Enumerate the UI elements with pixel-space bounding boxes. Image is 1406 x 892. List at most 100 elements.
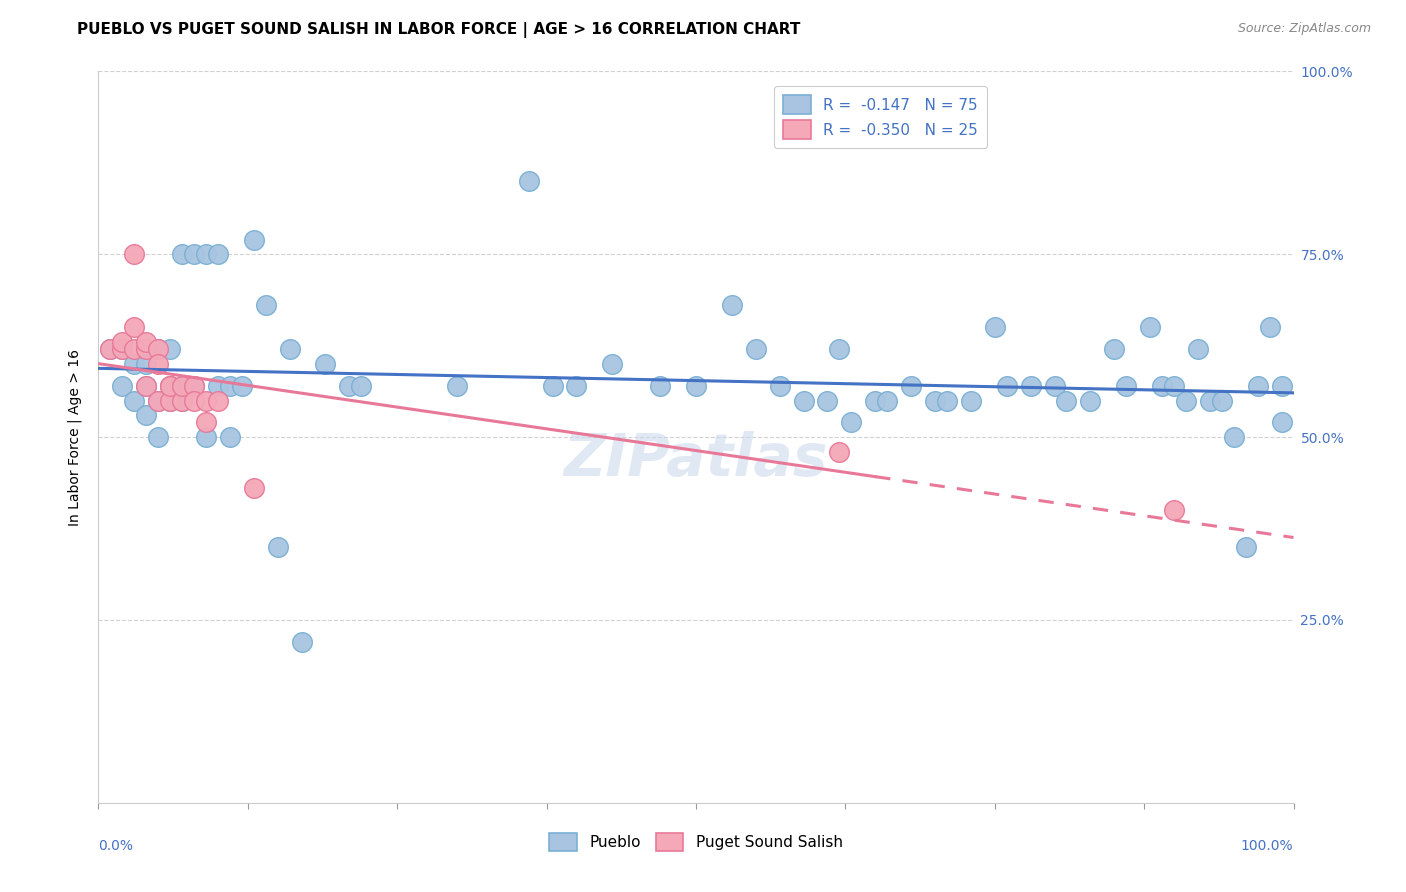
Point [1163, 379, 1185, 393]
Point [793, 393, 815, 408]
Point [1187, 343, 1209, 357]
Point [254, 298, 277, 312]
Point [1043, 379, 1066, 393]
Point [111, 379, 134, 393]
Text: ZIPatlas: ZIPatlas [564, 431, 828, 488]
Point [1271, 416, 1294, 430]
Point [1223, 430, 1246, 444]
Point [960, 393, 983, 408]
Point [231, 379, 253, 393]
Text: PUEBLO VS PUGET SOUND SALISH IN LABOR FORCE | AGE > 16 CORRELATION CHART: PUEBLO VS PUGET SOUND SALISH IN LABOR FO… [77, 22, 800, 38]
Point [135, 379, 157, 393]
Point [1211, 393, 1233, 408]
Point [111, 343, 134, 357]
Point [135, 357, 157, 371]
Point [721, 298, 744, 312]
Text: Source: ZipAtlas.com: Source: ZipAtlas.com [1237, 22, 1371, 36]
Point [183, 379, 205, 393]
Point [135, 379, 157, 393]
Point [124, 393, 146, 408]
Point [135, 408, 157, 422]
Point [135, 334, 157, 349]
Point [446, 379, 468, 393]
Point [1019, 379, 1042, 393]
Point [195, 416, 218, 430]
Y-axis label: In Labor Force | Age > 16: In Labor Force | Age > 16 [67, 349, 83, 525]
Point [172, 379, 194, 393]
Point [828, 444, 851, 458]
Point [1115, 379, 1137, 393]
Point [768, 379, 790, 393]
Point [159, 393, 181, 408]
Point [841, 416, 863, 430]
Point [1234, 540, 1257, 554]
Point [148, 393, 170, 408]
Point [124, 343, 146, 357]
Point [124, 320, 146, 334]
Point [1152, 379, 1174, 393]
Point [1258, 320, 1281, 334]
Point [685, 379, 707, 393]
Point [745, 343, 768, 357]
Point [207, 393, 229, 408]
Point [243, 233, 266, 247]
Point [1247, 379, 1270, 393]
Point [135, 343, 157, 357]
Point [159, 379, 181, 393]
Point [124, 247, 146, 261]
Point [1139, 320, 1161, 334]
Point [565, 379, 588, 393]
Point [183, 393, 205, 408]
Point [815, 393, 838, 408]
Point [876, 393, 898, 408]
Point [648, 379, 672, 393]
Text: 0.0%: 0.0% [98, 839, 134, 854]
Point [98, 343, 122, 357]
Point [148, 357, 170, 371]
Point [159, 379, 181, 393]
Point [984, 320, 1007, 334]
Point [1199, 393, 1222, 408]
Point [900, 379, 922, 393]
Point [207, 247, 229, 261]
Point [172, 247, 194, 261]
Point [865, 393, 887, 408]
Point [195, 430, 218, 444]
Point [98, 343, 122, 357]
Point [339, 379, 361, 393]
Point [111, 343, 134, 357]
Text: 100.0%: 100.0% [1241, 839, 1294, 854]
Point [1080, 393, 1102, 408]
Point [219, 430, 242, 444]
Point [219, 379, 242, 393]
Point [159, 379, 181, 393]
Point [172, 393, 194, 408]
Point [541, 379, 564, 393]
Point [828, 343, 851, 357]
Point [243, 481, 266, 495]
Point [148, 343, 170, 357]
Point [172, 379, 194, 393]
Point [278, 343, 301, 357]
Point [315, 357, 337, 371]
Point [1271, 379, 1294, 393]
Point [267, 540, 290, 554]
Point [1104, 343, 1126, 357]
Point [148, 393, 170, 408]
Point [1175, 393, 1198, 408]
Point [602, 357, 624, 371]
Point [207, 379, 229, 393]
Point [148, 430, 170, 444]
Point [936, 393, 959, 408]
Point [924, 393, 946, 408]
Point [111, 334, 134, 349]
Point [517, 174, 540, 188]
Point [159, 343, 181, 357]
Point [159, 393, 181, 408]
Point [1163, 503, 1185, 517]
Point [995, 379, 1018, 393]
Point [183, 247, 205, 261]
Point [183, 379, 205, 393]
Point [291, 635, 314, 649]
Point [350, 379, 373, 393]
